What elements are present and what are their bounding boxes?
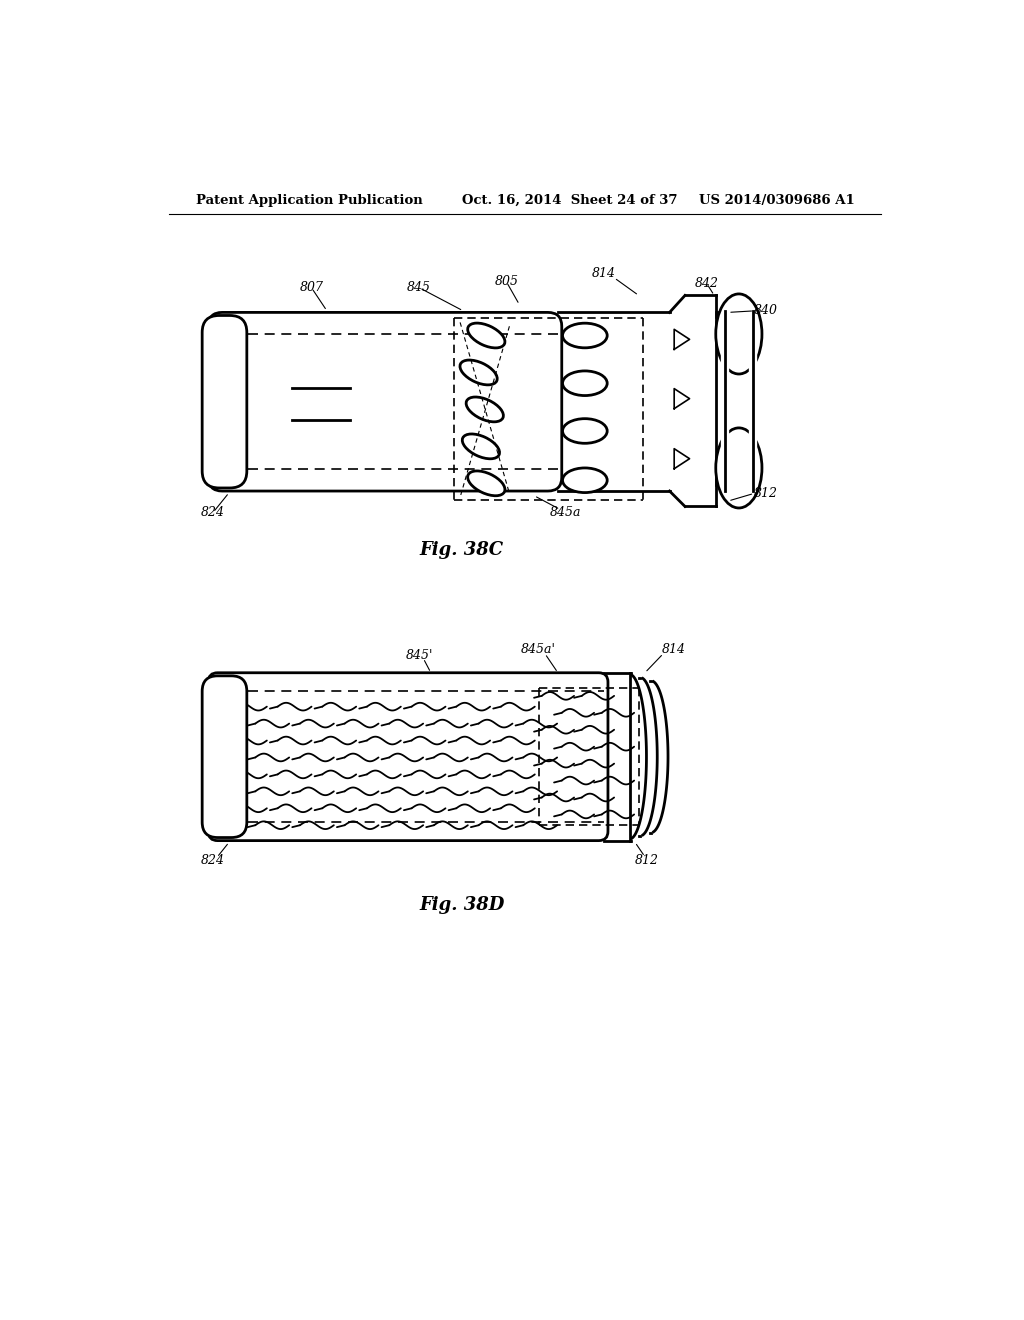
Text: Patent Application Publication: Patent Application Publication [196,194,423,207]
FancyBboxPatch shape [208,313,562,491]
Ellipse shape [716,294,762,374]
Text: 807: 807 [299,281,324,294]
Text: Oct. 16, 2014  Sheet 24 of 37: Oct. 16, 2014 Sheet 24 of 37 [462,194,677,207]
Text: 805: 805 [495,275,518,288]
FancyBboxPatch shape [202,676,247,838]
Bar [717,313,726,318]
Text: 814: 814 [592,268,616,280]
Ellipse shape [562,467,607,492]
Text: 845a': 845a' [521,643,556,656]
Ellipse shape [562,323,607,348]
Ellipse shape [468,471,505,496]
Ellipse shape [562,418,607,444]
FancyBboxPatch shape [208,673,608,841]
Text: 814: 814 [662,643,686,656]
Ellipse shape [468,323,505,348]
Bar [717,480,726,487]
Text: 845: 845 [408,281,431,294]
Text: 824: 824 [201,506,225,519]
Ellipse shape [462,434,500,459]
Text: Fig. 38C: Fig. 38C [420,541,504,558]
Ellipse shape [466,397,504,422]
Bar [716,480,727,487]
Ellipse shape [562,371,607,396]
Text: 840: 840 [755,305,778,317]
Text: US 2014/0309686 A1: US 2014/0309686 A1 [698,194,854,207]
Text: Fig. 38D: Fig. 38D [419,896,505,915]
FancyBboxPatch shape [202,315,247,488]
Text: 824: 824 [201,854,225,867]
Ellipse shape [716,428,762,508]
Text: 812: 812 [755,487,778,500]
Text: 845': 845' [406,648,433,661]
Text: 845a: 845a [550,506,582,519]
Bar [716,312,727,318]
Text: 842: 842 [694,277,719,289]
Text: 812: 812 [635,854,658,867]
Ellipse shape [460,360,498,385]
